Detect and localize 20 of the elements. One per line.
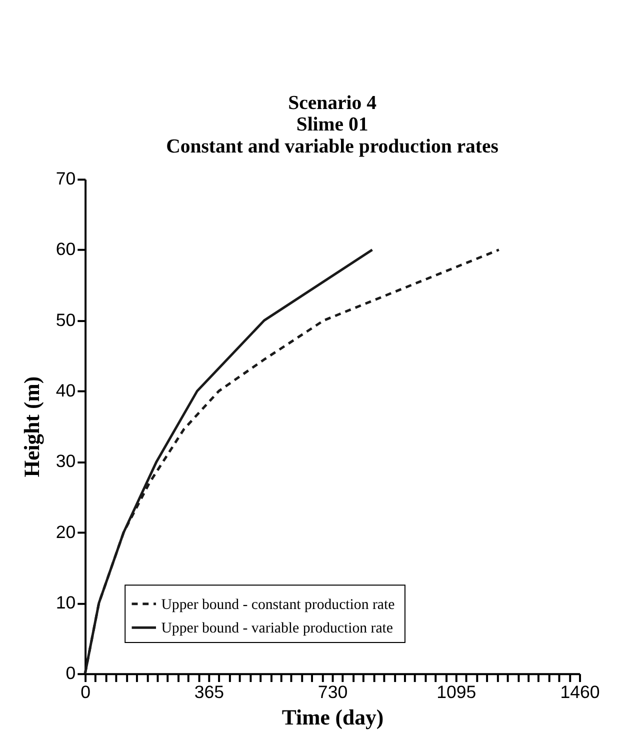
legend-label: Upper bound - constant production rate — [161, 596, 396, 613]
text: Scenario 4 — [288, 92, 376, 114]
text: Slime 01 — [296, 114, 368, 136]
y-tick-label: 70 — [56, 168, 76, 189]
x-tick-label: 1460 — [560, 682, 600, 702]
x-tick-label: 0 — [80, 682, 91, 702]
x-tick-label: 365 — [194, 682, 224, 702]
y-tick-label: 30 — [56, 451, 76, 472]
x-tick-label: 730 — [318, 682, 348, 702]
y-tick-label: 60 — [56, 239, 76, 260]
y-axis-title: Height (m) — [20, 376, 44, 478]
y-tick-label: 40 — [56, 380, 76, 400]
x-axis-title: Time (day) — [282, 706, 384, 730]
y-tick-label: 20 — [56, 522, 76, 542]
y-tick-label: 0 — [66, 663, 76, 684]
y-tick-label: 50 — [56, 310, 76, 330]
x-tick-label: 1095 — [436, 682, 476, 702]
legend-label: Upper bound - variable production rate — [161, 620, 394, 637]
y-tick-label: 10 — [56, 592, 76, 612]
text: Constant and variable production rates — [166, 135, 498, 158]
